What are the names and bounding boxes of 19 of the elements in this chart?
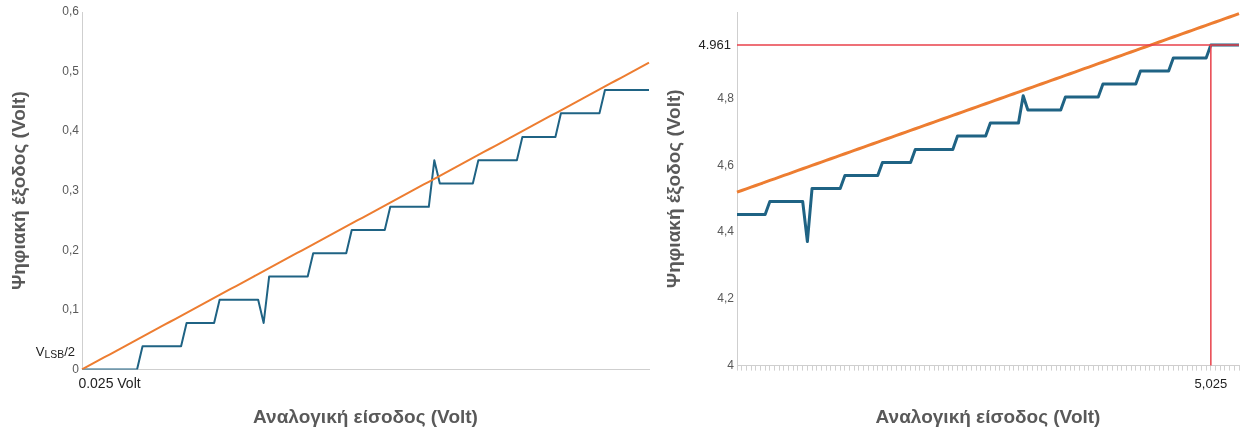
y-tick-label: 0 (72, 361, 80, 376)
y-tick-label: 4,8 (717, 91, 735, 106)
y-axis-title: Ψηφιακή έξοδος (Volt) (7, 91, 30, 291)
y-tick-label: 0,2 (62, 242, 80, 257)
y-tick-label: 0,4 (62, 123, 80, 138)
y-tick-label: 0,3 (62, 183, 80, 198)
y-axis-title: Ψηφιακή έξοδος (Volt) (662, 89, 685, 289)
x-tick-label: 0.025 Volt (78, 374, 141, 391)
y-tick-label: 4,6 (717, 157, 735, 172)
x-tick-label: 5,025 (1194, 375, 1228, 391)
ref-line-label: 4.961 (698, 36, 732, 52)
y-tick-label: 4 (727, 357, 735, 372)
y-tick-label: 0,6 (62, 4, 80, 19)
y-tick-label: 4,2 (717, 291, 735, 306)
y-tick-label: 0,1 (62, 302, 80, 317)
y-tick-label: 0,5 (62, 63, 80, 78)
x-axis-title: Αναλογική είσοδος (Volt) (875, 405, 1101, 427)
x-axis-title: Αναλογική είσοδος (Volt) (253, 405, 478, 427)
y-tick-label: 4,4 (717, 224, 735, 239)
